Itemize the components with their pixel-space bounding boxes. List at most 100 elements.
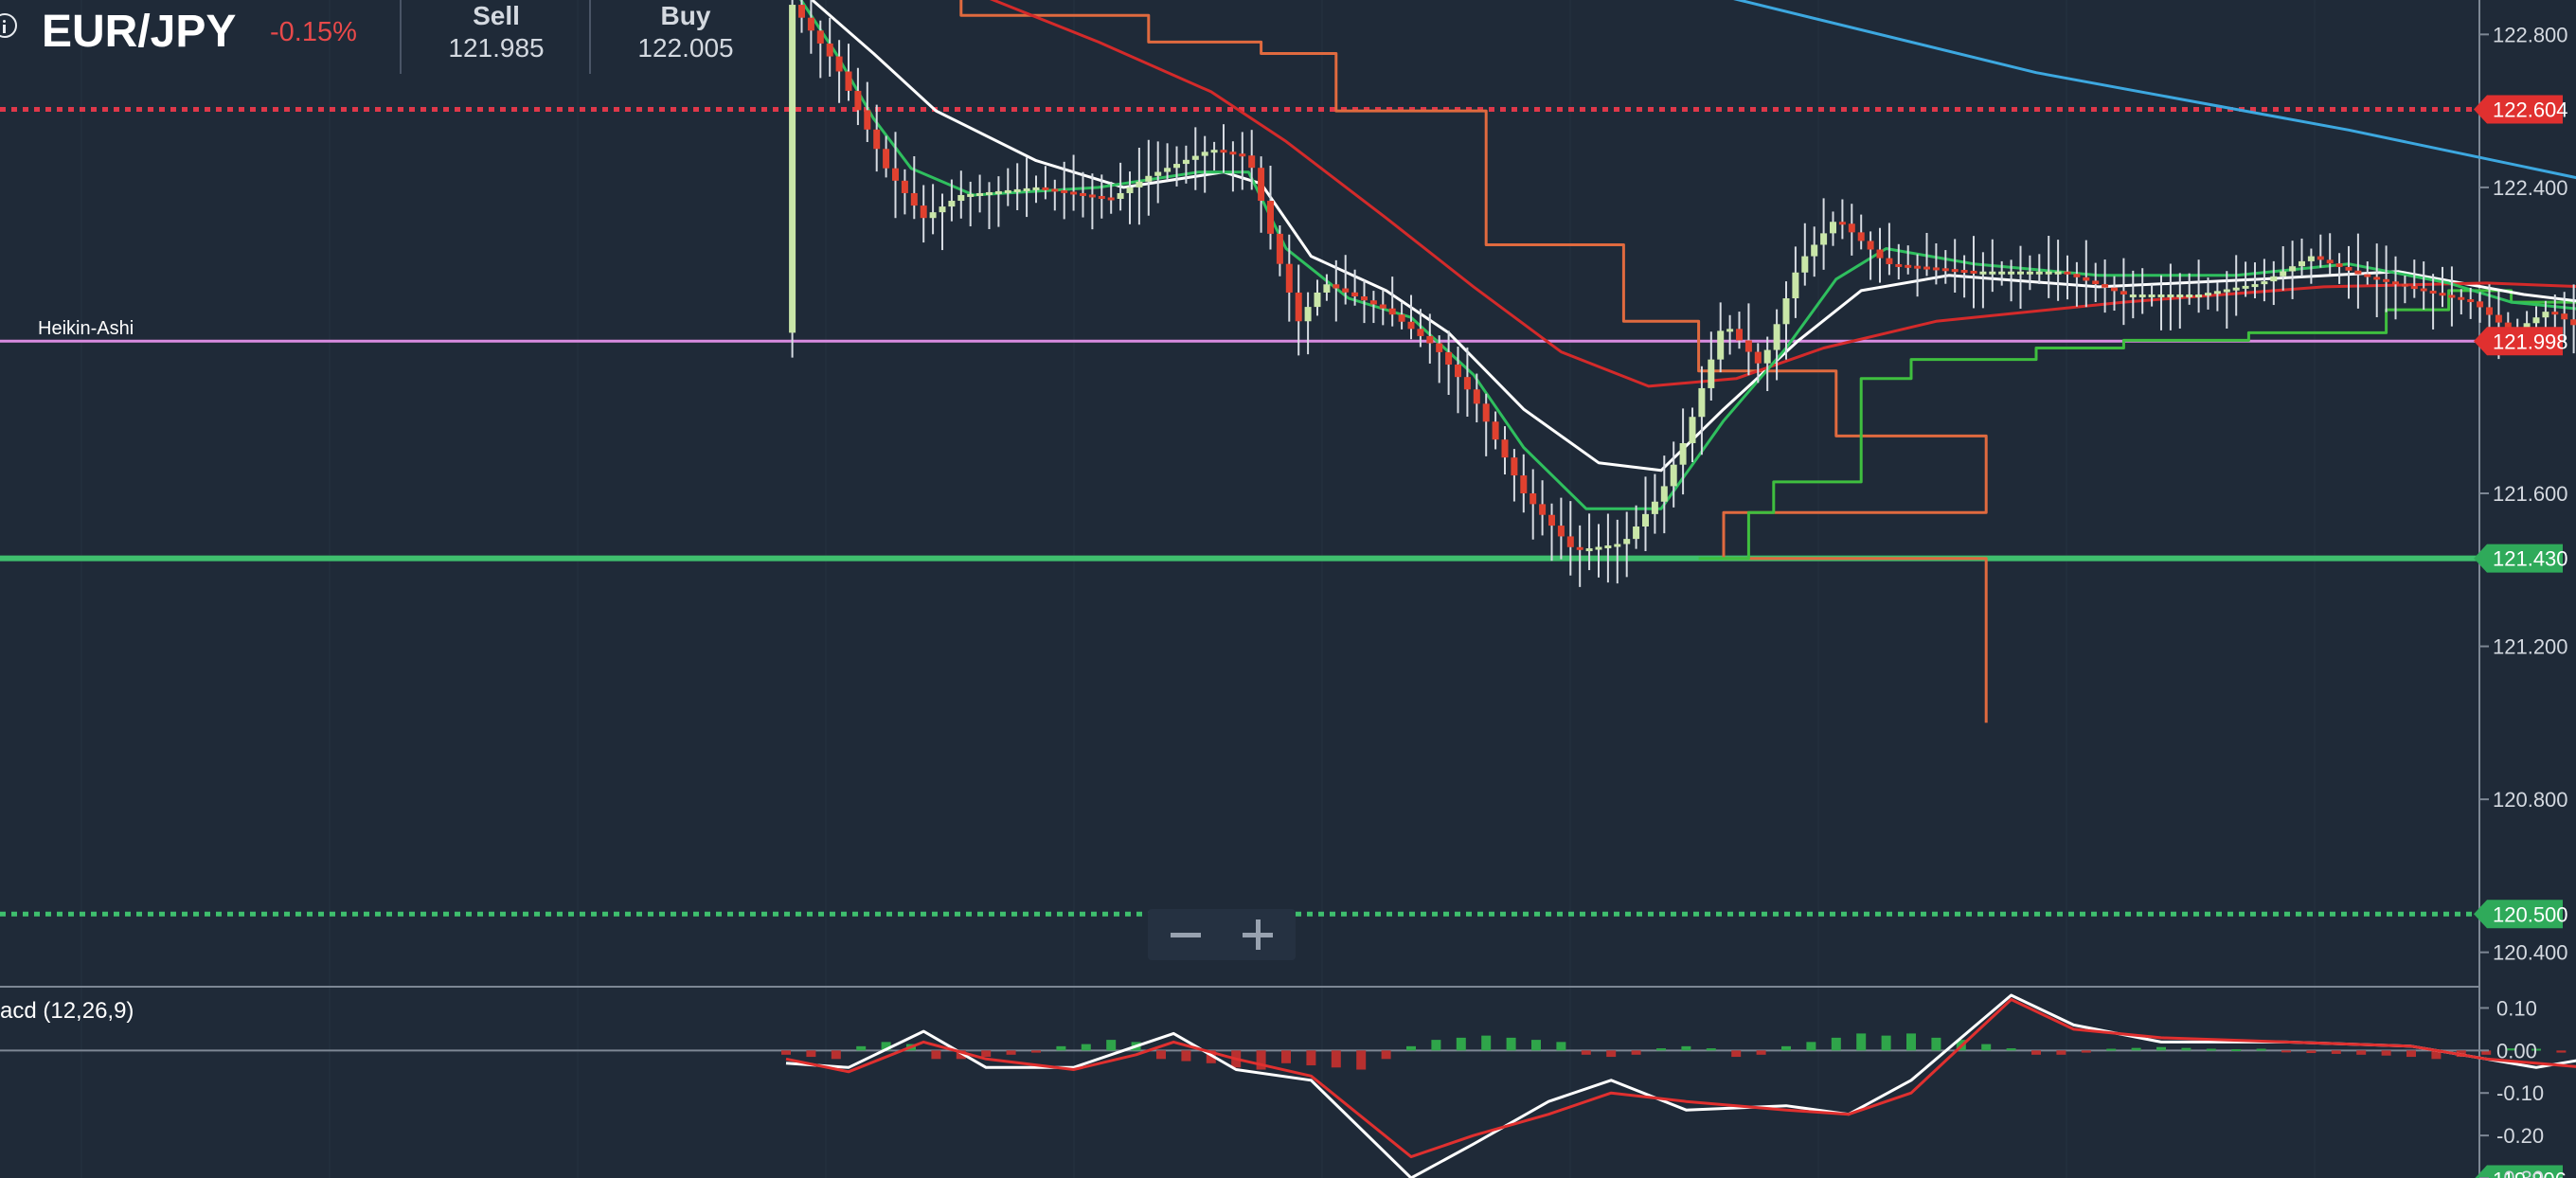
header-divider bbox=[400, 0, 402, 74]
candle-body bbox=[1708, 359, 1715, 388]
candle-body bbox=[1379, 304, 1386, 309]
candle-body bbox=[2242, 285, 2249, 289]
candle-body bbox=[2138, 294, 2146, 297]
candle-body bbox=[1482, 403, 1490, 422]
y-tick-label: 122.800 bbox=[2493, 23, 2568, 46]
candle-body bbox=[2167, 294, 2174, 297]
candle-body bbox=[1557, 526, 1565, 537]
candle-body bbox=[1811, 244, 1818, 257]
macd-histogram-bar bbox=[1831, 1037, 1841, 1051]
macd-histogram-bar bbox=[1506, 1037, 1516, 1051]
candle-body bbox=[864, 110, 871, 130]
macd-histogram-bar bbox=[956, 1050, 966, 1060]
macd-histogram-bar bbox=[2156, 1046, 2166, 1051]
candle-body bbox=[2561, 313, 2568, 320]
macd-histogram-bar bbox=[1081, 1044, 1091, 1051]
candle-body bbox=[994, 190, 1002, 194]
candle-body bbox=[1970, 270, 1977, 274]
candle-body bbox=[2439, 293, 2446, 296]
candle-body bbox=[1998, 271, 2006, 275]
price-tag bbox=[2474, 900, 2563, 929]
candle-body bbox=[2410, 286, 2418, 290]
macd-histogram-bar bbox=[1706, 1048, 1716, 1051]
candle-body bbox=[1388, 308, 1396, 315]
candle-body bbox=[939, 206, 946, 213]
candle-body bbox=[2401, 283, 2408, 287]
price-tag bbox=[2474, 327, 2563, 356]
macd-histogram-bar bbox=[2306, 1050, 2317, 1054]
candle-body bbox=[1960, 270, 1968, 274]
candle-body bbox=[2026, 271, 2033, 275]
candle-body bbox=[1164, 168, 1172, 172]
macd-histogram-bar bbox=[1631, 1050, 1641, 1055]
candle-body bbox=[1744, 340, 1752, 352]
candle-body bbox=[1088, 194, 1096, 198]
macd-histogram-bar bbox=[1106, 1040, 1117, 1051]
macd-histogram-bar bbox=[2506, 1048, 2516, 1051]
macd-histogram-bar bbox=[1906, 1033, 1916, 1051]
macd-histogram-bar bbox=[1681, 1045, 1691, 1051]
sell-button[interactable]: Sell 121.985 bbox=[402, 0, 591, 64]
price-tag bbox=[2475, 1165, 2563, 1178]
ema-line bbox=[989, 0, 2576, 388]
plus-icon[interactable] bbox=[1222, 909, 1296, 960]
candle-body bbox=[1117, 192, 1124, 200]
candle-body bbox=[2335, 263, 2343, 267]
candle-body bbox=[1351, 292, 1359, 297]
candle-body bbox=[2280, 271, 2287, 277]
candle-body bbox=[789, 5, 796, 333]
ema-slow-line bbox=[799, 0, 2576, 510]
minus-icon[interactable] bbox=[1148, 909, 1222, 960]
candle-body bbox=[1098, 195, 1105, 199]
long-moving-average bbox=[1733, 0, 2576, 180]
candle-body bbox=[2186, 294, 2193, 297]
candle-body bbox=[1633, 527, 1640, 540]
series-legend: Heikin-Ashi bbox=[38, 318, 134, 339]
candle-body bbox=[1369, 300, 1377, 305]
candle-body bbox=[2092, 280, 2100, 285]
macd-histogram-bar bbox=[2006, 1048, 2016, 1051]
candle-body bbox=[1989, 271, 1996, 275]
candle-body bbox=[1398, 314, 1405, 322]
macd-histogram-bar bbox=[1056, 1045, 1066, 1051]
candle-body bbox=[2523, 323, 2531, 330]
macd-histogram-bar bbox=[1356, 1050, 1367, 1070]
candle-body bbox=[1530, 493, 1537, 505]
candle-body bbox=[2373, 277, 2381, 280]
candle-body bbox=[1642, 513, 1649, 527]
candle-body bbox=[1838, 222, 1846, 225]
y-tick-label: 121.600 bbox=[2493, 482, 2568, 506]
info-icon[interactable] bbox=[0, 13, 17, 38]
instrument-header: EUR/JPY -0.15% Sell 121.985 Buy 122.005 bbox=[0, 0, 777, 76]
candle-body bbox=[1426, 335, 1434, 344]
macd-histogram-bar bbox=[1656, 1048, 1666, 1051]
macd-histogram-bar bbox=[1206, 1050, 1216, 1063]
macd-y-tick-label: 0.00 bbox=[2496, 1039, 2537, 1062]
macd-histogram-bar bbox=[2056, 1050, 2066, 1055]
buy-button[interactable]: Buy 122.005 bbox=[591, 0, 780, 64]
macd-histogram-bar bbox=[1406, 1045, 1416, 1051]
macd-histogram-bar bbox=[1581, 1050, 1591, 1055]
candle-body bbox=[1258, 168, 1265, 202]
candle-body bbox=[2429, 290, 2437, 294]
candle-body bbox=[2035, 271, 2043, 275]
candle-body bbox=[1979, 271, 1987, 275]
candle-body bbox=[1820, 233, 1828, 245]
macd-histogram-bar bbox=[1031, 1050, 1041, 1053]
candle-body bbox=[2551, 312, 2559, 315]
macd-histogram-bar bbox=[1756, 1050, 1766, 1055]
macd-histogram-bar bbox=[1281, 1050, 1291, 1063]
candle-body bbox=[826, 43, 833, 57]
price-tag-label: 119.806 bbox=[2493, 1169, 2567, 1178]
candle-body bbox=[957, 194, 965, 202]
candle-body bbox=[2570, 319, 2576, 326]
y-tick-label: 122.400 bbox=[2493, 176, 2568, 200]
macd-histogram-bar bbox=[1781, 1045, 1791, 1051]
macd-histogram-bar bbox=[2356, 1050, 2367, 1055]
candle-body bbox=[2420, 288, 2427, 292]
candle-body bbox=[2364, 274, 2371, 277]
candle-body bbox=[1032, 187, 1040, 190]
candle-body bbox=[2148, 294, 2156, 297]
candle-body bbox=[1276, 233, 1283, 264]
